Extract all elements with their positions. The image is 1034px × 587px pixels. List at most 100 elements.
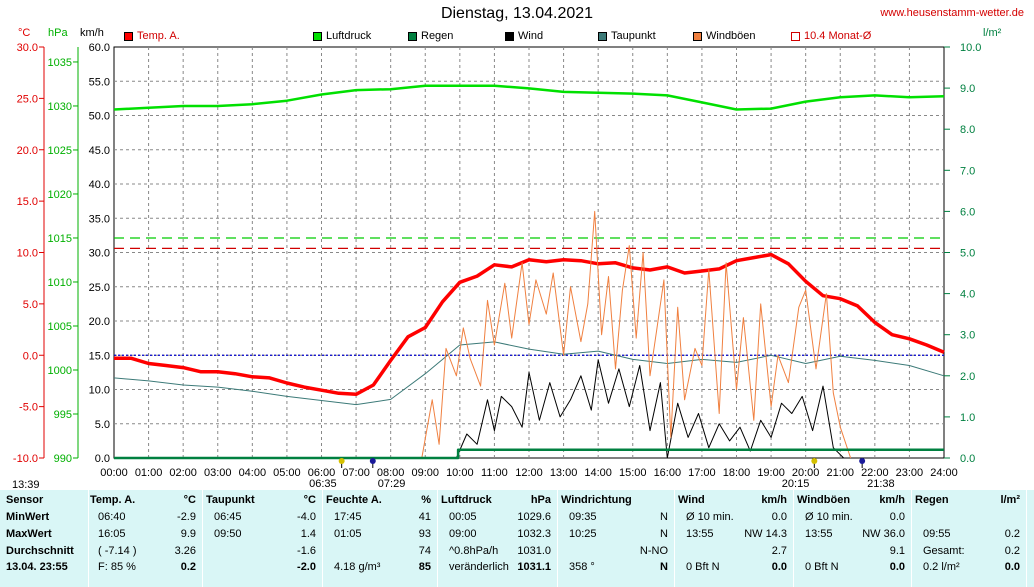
press-tick-label: 1000 [48, 365, 72, 377]
cell-label: 0 Bft N [686, 561, 720, 573]
cell-value: N-NO [639, 545, 668, 557]
x-tick-label: 14:00 [584, 467, 612, 479]
cell-label: 4.18 g/m³ [334, 561, 381, 573]
cell-label: Ø 10 min. [805, 511, 853, 523]
column-header: Regen [915, 494, 949, 506]
cell-label: 01:05 [334, 528, 362, 540]
press-tick-label: 1010 [48, 277, 72, 289]
cell-value: 93 [418, 528, 431, 540]
legend-label: Regen [421, 30, 454, 42]
press-tick-label: 1035 [48, 57, 72, 69]
cell-value: 0.0 [1004, 561, 1020, 573]
cell-label: Ø 10 min. [686, 511, 734, 523]
cell-value: 1031.0 [517, 545, 551, 557]
x-tick-label: 08:00 [377, 467, 405, 479]
cell-label: 13:55 [686, 528, 714, 540]
stats-column: Temp. A. °C 06:40 -2.9 16:05 9.9 ( -7.14 ) 3.26… [86, 490, 203, 587]
x-tick-label: 23:00 [896, 467, 924, 479]
x-tick-label: 13:00 [550, 467, 578, 479]
x-tick-label: 12:00 [515, 467, 543, 479]
legend-item: Regen [408, 30, 453, 42]
speed-tick-label: 50.0 [89, 111, 110, 123]
cell-value: 9.1 [889, 545, 905, 557]
column-header: Luftdruck [441, 494, 492, 506]
series-line-taupunkt [113, 341, 945, 406]
legend-label: Windböen [706, 30, 756, 42]
column-header: Windböen [797, 494, 851, 506]
stats-column: Windböen km/h Ø 10 min. 0.0 13:55 NW 36.0 9.1 0… [793, 490, 912, 587]
cell-value: N [660, 561, 668, 573]
column-header: Wind [678, 494, 705, 506]
x-tick-label: 16:00 [654, 467, 682, 479]
speed-tick-label: 20.0 [89, 316, 110, 328]
cell-label: 09:50 [214, 528, 242, 540]
x-tick-label: 10:00 [446, 467, 474, 479]
cell-label: 0.2 l/m² [923, 561, 960, 573]
rain-tick-label: 0.0 [960, 453, 975, 465]
speed-tick-label: 60.0 [89, 42, 110, 54]
speed-tick-label: 45.0 [89, 145, 110, 157]
press-tick-label: 1030 [48, 101, 72, 113]
row-label: Durchschnitt [6, 545, 74, 557]
column-unit: l/m² [1000, 494, 1020, 506]
x-tick-label: 18:00 [723, 467, 751, 479]
cell-value: -2.0 [297, 561, 316, 573]
moonset-label-icon [811, 458, 818, 464]
cell-value: -1.6 [297, 545, 316, 557]
temp-unit-label: °C [18, 27, 31, 39]
rain-tick-label: 1.0 [960, 412, 975, 424]
moonrise-label-icon [338, 458, 345, 464]
column-unit: °C [303, 494, 316, 506]
cell-label: 09:55 [923, 528, 951, 540]
x-tick-label: 22:00 [861, 467, 889, 479]
series-line-wind [455, 359, 845, 459]
cell-label: 06:40 [98, 511, 126, 523]
sunrise-label: 07:29 [378, 478, 406, 490]
cell-label: 00:05 [449, 511, 477, 523]
cell-label: Gesamt: [923, 545, 965, 557]
chart-title: Dienstag, 13.04.2021 [440, 5, 594, 22]
x-tick-label: 24:00 [930, 467, 958, 479]
moonrise-label: 06:35 [309, 478, 337, 490]
rain-tick-label: 7.0 [960, 165, 975, 177]
legend-item: Wind [505, 30, 543, 42]
temp-tick-label: 15.0 [17, 196, 38, 208]
cell-value: 41 [418, 511, 431, 523]
stats-column: Taupunkt °C 06:45 -4.0 09:50 1.4 -1.6 -2.0 [202, 490, 323, 587]
temp-tick-label: 10.0 [17, 248, 38, 260]
speed-tick-label: 0.0 [95, 453, 110, 465]
cell-label: 09:35 [569, 511, 597, 523]
column-unit: km/h [761, 494, 787, 506]
speed-tick-label: 5.0 [95, 419, 110, 431]
legend-swatch [791, 31, 800, 41]
row-label: MinWert [6, 511, 50, 523]
legend-label: Temp. A. [137, 30, 180, 42]
website-link[interactable]: www.heusenstamm-wetter.de [880, 7, 1024, 19]
temp-tick-label: 30.0 [17, 42, 38, 54]
cell-value: 0.0 [771, 561, 787, 573]
rain-tick-label: 4.0 [960, 289, 975, 301]
x-tick-label: 20:00 [792, 467, 820, 479]
legend-swatch [693, 31, 702, 41]
rain-tick-label: 3.0 [960, 330, 975, 342]
cell-value: 0.2 [1004, 545, 1020, 557]
press-tick-label: 1015 [48, 233, 72, 245]
stats-column: Luftdruck hPa 00:05 1029.6 09:00 1032.3 ^0.8hP… [437, 490, 558, 587]
x-tick-label: 03:00 [204, 467, 232, 479]
cell-label: 17:45 [334, 511, 362, 523]
series-line-windb-en [421, 210, 852, 459]
cell-label: 358 ° [569, 561, 595, 573]
temp-tick-label: 0.0 [23, 350, 38, 362]
stats-table: Sensor MinWert MaxWert Durchschnitt 13.04. 2… [0, 490, 1034, 587]
x-tick-label: 09:00 [411, 467, 439, 479]
legend-item: Temp. A. [124, 30, 180, 42]
legend-swatch [217, 30, 226, 39]
moonset-label: 20:15 [782, 478, 810, 490]
column-unit: °C [183, 494, 196, 506]
x-tick-label: 21:00 [826, 467, 854, 479]
cell-value: 1032.3 [517, 528, 551, 540]
x-tick-label: 05:00 [273, 467, 301, 479]
cell-value: 0.2 [1004, 528, 1020, 540]
rain-tick-label: 2.0 [960, 371, 975, 383]
rain-tick-label: 6.0 [960, 206, 975, 218]
